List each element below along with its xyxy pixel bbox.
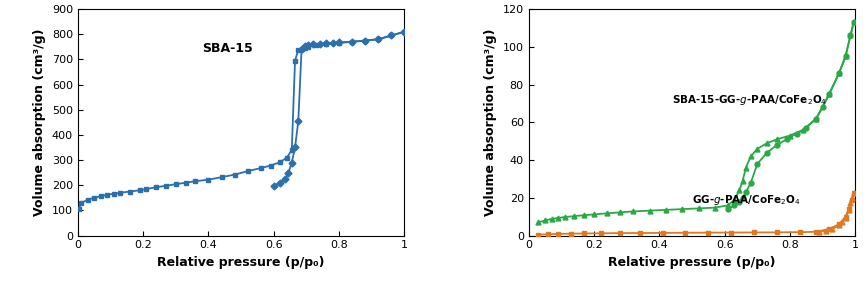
- Text: GG-$g$-PAA/CoFe$_2$O$_4$: GG-$g$-PAA/CoFe$_2$O$_4$: [692, 194, 801, 207]
- Y-axis label: Volume absorption (cm³/g): Volume absorption (cm³/g): [484, 29, 497, 216]
- Text: SBA-15: SBA-15: [202, 42, 252, 55]
- Text: SBA-15-GG-$g$-PAA/CoFe$_2$O$_4$: SBA-15-GG-$g$-PAA/CoFe$_2$O$_4$: [672, 93, 828, 108]
- X-axis label: Relative pressure (p/p₀): Relative pressure (p/p₀): [608, 256, 776, 269]
- Y-axis label: Volume absorption (cm³/g): Volume absorption (cm³/g): [33, 29, 46, 216]
- X-axis label: Relative pressure (p/p₀): Relative pressure (p/p₀): [157, 256, 325, 269]
